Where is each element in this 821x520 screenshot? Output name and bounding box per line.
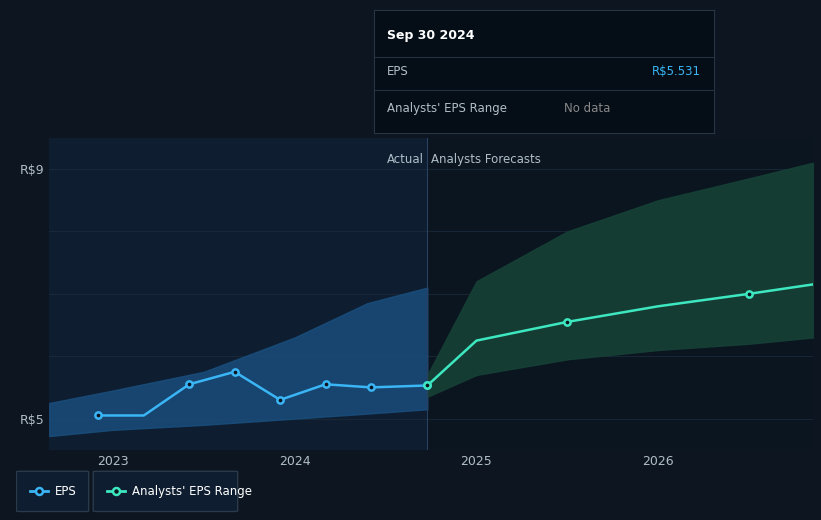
FancyBboxPatch shape	[16, 471, 89, 512]
Text: Analysts Forecasts: Analysts Forecasts	[431, 153, 541, 166]
Bar	[49, 138, 428, 450]
Text: Actual: Actual	[387, 153, 424, 166]
Text: EPS: EPS	[55, 485, 76, 498]
Text: Analysts' EPS Range: Analysts' EPS Range	[131, 485, 251, 498]
Text: No data: No data	[564, 102, 611, 115]
FancyBboxPatch shape	[94, 471, 238, 512]
Bar	[428, 138, 813, 450]
Text: Sep 30 2024: Sep 30 2024	[388, 29, 475, 42]
Text: Analysts' EPS Range: Analysts' EPS Range	[388, 102, 507, 115]
Text: R$5.531: R$5.531	[652, 65, 700, 78]
Text: EPS: EPS	[388, 65, 409, 78]
